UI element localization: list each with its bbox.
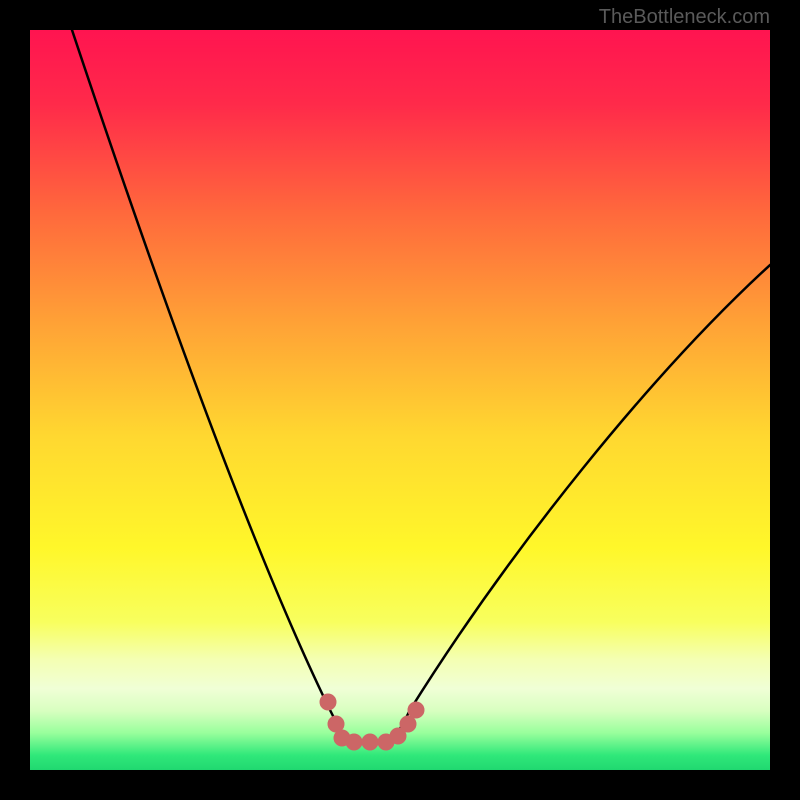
valley-marker	[362, 734, 378, 750]
valley-marker	[408, 702, 424, 718]
chart-frame: TheBottleneck.com	[0, 0, 800, 800]
valley-marker	[320, 694, 336, 710]
valley-marker	[400, 716, 416, 732]
valley-marker	[346, 734, 362, 750]
bottleneck-curve	[30, 30, 770, 770]
curve-line	[72, 30, 770, 741]
valley-markers	[320, 694, 424, 750]
plot-area	[30, 30, 770, 770]
watermark-text: TheBottleneck.com	[599, 6, 770, 29]
